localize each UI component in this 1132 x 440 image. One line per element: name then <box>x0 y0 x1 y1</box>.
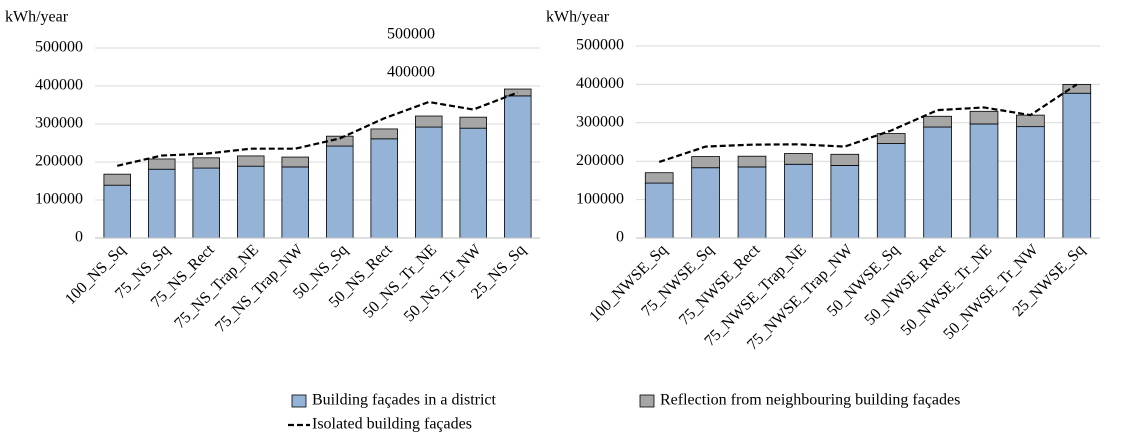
line <box>658 83 1078 164</box>
y-tick-label: 0 <box>616 229 624 246</box>
bar-segment <box>147 158 176 170</box>
y-tick-label: 100000 <box>576 190 624 207</box>
bar-segment <box>737 155 767 168</box>
y-tick-label: 200000 <box>35 153 83 170</box>
bar-segment <box>459 116 487 129</box>
bar-segment <box>370 128 398 140</box>
bar-segment <box>969 123 999 239</box>
bar-segment <box>192 167 220 239</box>
bar-segment <box>644 172 674 184</box>
y-tick-label: 400000 <box>576 75 624 92</box>
bar-segment <box>644 182 674 239</box>
x-tick-label: 100_NWSE_Sq <box>586 241 670 325</box>
y-tick-label: 0 <box>75 229 83 246</box>
legend-swatch <box>291 394 307 408</box>
bar-segment <box>414 115 443 128</box>
y-tick-label: 500000 <box>576 37 624 54</box>
bar-segment <box>876 143 906 239</box>
legend-label: Building façades in a district <box>312 392 497 409</box>
y-tick-label: 300000 <box>35 115 83 132</box>
bar-segment <box>876 133 906 144</box>
bar-segment <box>1016 114 1045 128</box>
line <box>117 91 519 167</box>
annotation: 500000 <box>387 26 435 43</box>
y-tick-label: 300000 <box>576 113 624 130</box>
bar-segment <box>1016 126 1045 239</box>
bar-segment <box>784 153 813 165</box>
bar-segment <box>103 173 132 186</box>
legend-label: Reflection from neighbouring building fa… <box>660 392 960 409</box>
bar-segment <box>923 126 952 239</box>
x-tick-label: 50_NWSE_Rect <box>862 241 950 329</box>
bar-segment <box>1062 92 1092 239</box>
y-axis-label: kWh/year <box>5 9 69 26</box>
bar-segment <box>147 168 176 239</box>
y-tick-label: 200000 <box>576 152 624 169</box>
bar-segment <box>192 157 220 169</box>
x-tick-label: 50_NS_Tr_NW <box>401 241 486 326</box>
bar-segment <box>236 155 265 167</box>
legend-label: Isolated building façades <box>312 416 472 433</box>
bar-segment <box>830 165 860 239</box>
bar-segment <box>103 184 132 239</box>
bar-segment <box>923 115 952 128</box>
bar-segment <box>830 153 860 166</box>
bar-segment <box>370 138 398 239</box>
bar-segment <box>281 166 309 239</box>
bar-segment <box>969 110 999 125</box>
bar-segment <box>691 156 720 169</box>
x-tick-label: 75_NWSE_Rect <box>676 241 764 329</box>
bar-segment <box>737 166 767 239</box>
legend-swatch <box>639 394 655 408</box>
bar-segment <box>325 145 354 239</box>
y-axis-label: kWh/year <box>546 9 610 26</box>
bar-segment <box>503 95 532 239</box>
bar-segment <box>459 127 487 239</box>
bar-segment <box>281 156 309 168</box>
annotation: 400000 <box>387 64 435 81</box>
y-tick-label: 400000 <box>35 77 83 94</box>
y-tick-label: 500000 <box>35 39 83 56</box>
bar-segment <box>414 126 443 239</box>
bar-segment <box>784 163 813 239</box>
bar-segment <box>236 165 265 239</box>
bar-segment <box>691 167 720 239</box>
y-tick-label: 100000 <box>35 191 83 208</box>
